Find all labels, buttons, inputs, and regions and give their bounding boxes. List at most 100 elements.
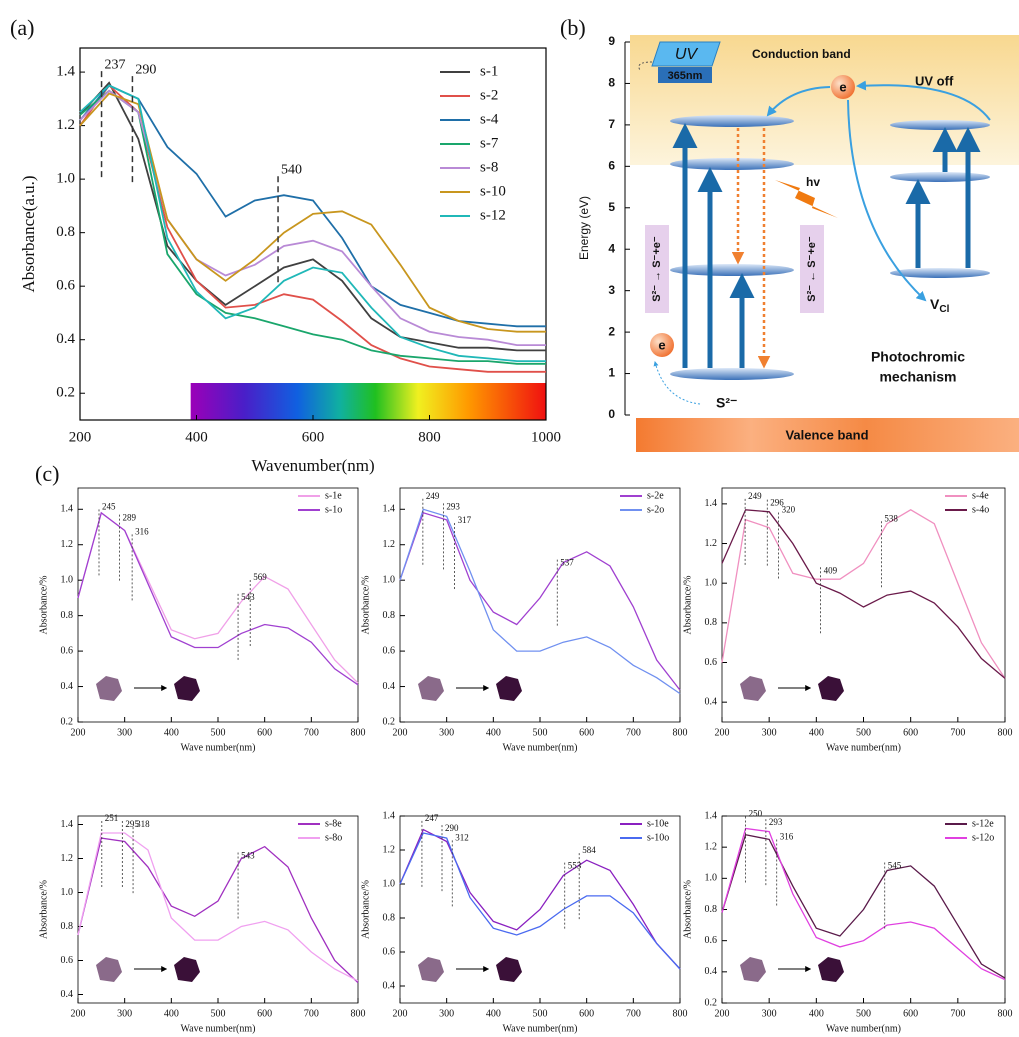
series-line bbox=[79, 84, 546, 328]
peak-label: 250 bbox=[749, 809, 763, 819]
arrows bbox=[672, 123, 981, 368]
y-axis-title: Absorbance/% bbox=[360, 880, 371, 939]
peak-label: 293 bbox=[446, 501, 460, 511]
level bbox=[890, 120, 990, 130]
series-line bbox=[79, 89, 546, 346]
y-tick-label: 0.8 bbox=[61, 610, 74, 621]
reaction: S²⁻ → S⁻+e⁻ bbox=[651, 236, 663, 302]
x-tick-label: 800 bbox=[351, 727, 366, 738]
reaction-box bbox=[645, 225, 669, 313]
chart: 200 300 400 500 600 700 800 0.4 0.6 0.8 1.0 1.2 1.4 W… bbox=[360, 810, 687, 1034]
x-tick-label: 200 bbox=[715, 1008, 730, 1019]
y-tick-label: 6 bbox=[608, 159, 615, 173]
series-line bbox=[79, 89, 546, 365]
y-tick-label: 4 bbox=[608, 241, 615, 255]
series-line bbox=[721, 509, 1006, 679]
sample-photo bbox=[174, 957, 200, 982]
uv-text: UV bbox=[675, 46, 699, 63]
legend-label: s-12o bbox=[972, 832, 994, 843]
x-tick-label: 200 bbox=[71, 727, 86, 738]
y-tick-label: 1.4 bbox=[705, 810, 718, 821]
series-line bbox=[79, 84, 546, 373]
legend-label: s-12 bbox=[480, 207, 506, 223]
y-tick-label: 0.8 bbox=[61, 921, 74, 932]
peak-label: 295 bbox=[125, 819, 139, 829]
diagram: Energy (eV) UV 365nm Conduction band UV … bbox=[577, 34, 1019, 452]
chart: 200 400 600 800 1000 0.2 0.4 0.6 0.8 1.0 1.2 1.4 Wav… bbox=[19, 47, 561, 475]
level bbox=[890, 268, 990, 278]
peak-label: 545 bbox=[888, 861, 902, 871]
y-tick-label: 1.2 bbox=[705, 538, 718, 549]
panel-label: (b) bbox=[560, 15, 586, 40]
level bbox=[890, 172, 990, 182]
x-tick-label: 500 bbox=[211, 1008, 226, 1019]
x-axis-title: Wave number(nm) bbox=[181, 742, 256, 753]
y-tick-label: 0.6 bbox=[61, 645, 74, 656]
x-tick-label: 600 bbox=[257, 1008, 272, 1019]
peak-label: 318 bbox=[136, 819, 150, 829]
y-tick-label: 1.0 bbox=[61, 887, 74, 898]
x-tick-label: 400 bbox=[809, 727, 824, 738]
electron bbox=[650, 333, 674, 357]
legend-label: s-8 bbox=[480, 159, 498, 175]
y-tick-label: 1.2 bbox=[61, 853, 74, 864]
x-tick-label: 400 bbox=[486, 1008, 501, 1019]
x-tick-label: 300 bbox=[762, 1008, 777, 1019]
x-tick-label: 200 bbox=[393, 1008, 408, 1019]
x-tick-label: 300 bbox=[439, 727, 454, 738]
legend-label: s-7 bbox=[480, 135, 499, 151]
x-tick-label: 200 bbox=[69, 429, 92, 445]
y-tick-label: 0.4 bbox=[61, 989, 74, 1000]
y-tick-label: 2 bbox=[608, 324, 615, 338]
y-tick-label: 1.2 bbox=[383, 844, 396, 855]
lightning bbox=[775, 180, 838, 218]
y-tick-label: 0.6 bbox=[705, 657, 718, 668]
peak-label: 316 bbox=[780, 832, 794, 842]
y-tick-label: 8 bbox=[608, 76, 615, 90]
y-tick-label: 1.4 bbox=[705, 498, 718, 509]
panel-label: (c) bbox=[35, 461, 59, 486]
x-tick-label: 400 bbox=[164, 727, 179, 738]
level bbox=[670, 264, 794, 276]
reaction: S²⁻ ← S⁻+e⁻ bbox=[806, 236, 818, 302]
y-tick-label: 9 bbox=[608, 34, 615, 48]
panel-label: (a) bbox=[10, 15, 34, 40]
y-tick-label: 0.4 bbox=[56, 331, 75, 347]
series-line bbox=[721, 509, 1006, 679]
y-tick-label: 0.6 bbox=[383, 946, 396, 957]
peak-label: 540 bbox=[281, 162, 302, 177]
peak-label: 317 bbox=[458, 515, 472, 525]
legend-label: s-8o bbox=[325, 832, 342, 843]
y-axis-title: Absorbance/% bbox=[682, 880, 693, 939]
x-tick-label: 300 bbox=[117, 1008, 132, 1019]
vacancy-v: V bbox=[930, 296, 940, 312]
caption: mechanism bbox=[879, 369, 956, 385]
chart: 200 300 400 500 600 700 800 0.2 0.4 0.6 0.8 1.0 1.2 1… bbox=[360, 487, 688, 753]
x-tick-label: 700 bbox=[304, 727, 319, 738]
y-tick-label: 0.6 bbox=[56, 278, 75, 294]
x-tick-label: 600 bbox=[302, 429, 325, 445]
sample-photo bbox=[96, 676, 122, 701]
y-tick-label: 1.4 bbox=[61, 504, 74, 515]
hv: hv bbox=[806, 175, 820, 189]
y-axis-title: Absorbance/% bbox=[360, 576, 371, 635]
chart: 200 300 400 500 600 700 800 0.4 0.6 0.8 1.0 1.2 1.4 W… bbox=[682, 487, 1013, 753]
sample-photo bbox=[174, 676, 200, 701]
x-tick-label: 700 bbox=[950, 727, 965, 738]
y-tick-label: 0.4 bbox=[61, 681, 74, 692]
sample-photo bbox=[818, 676, 844, 701]
peak-label: 584 bbox=[582, 845, 596, 855]
arrow bbox=[856, 80, 991, 121]
legend-label: s-10 bbox=[480, 183, 506, 199]
series-line bbox=[79, 81, 546, 352]
peak-label: 247 bbox=[425, 813, 439, 823]
sample-photo bbox=[418, 957, 444, 982]
legend-label: s-2 bbox=[480, 87, 498, 103]
x-tick-label: 300 bbox=[117, 727, 132, 738]
legend-label: s-1e bbox=[325, 490, 342, 501]
caption: Photochromic bbox=[871, 349, 965, 365]
series-line bbox=[77, 511, 359, 686]
peak-label: 312 bbox=[455, 832, 469, 842]
legend-label: s-10o bbox=[647, 832, 669, 843]
x-tick-label: 600 bbox=[903, 1008, 918, 1019]
